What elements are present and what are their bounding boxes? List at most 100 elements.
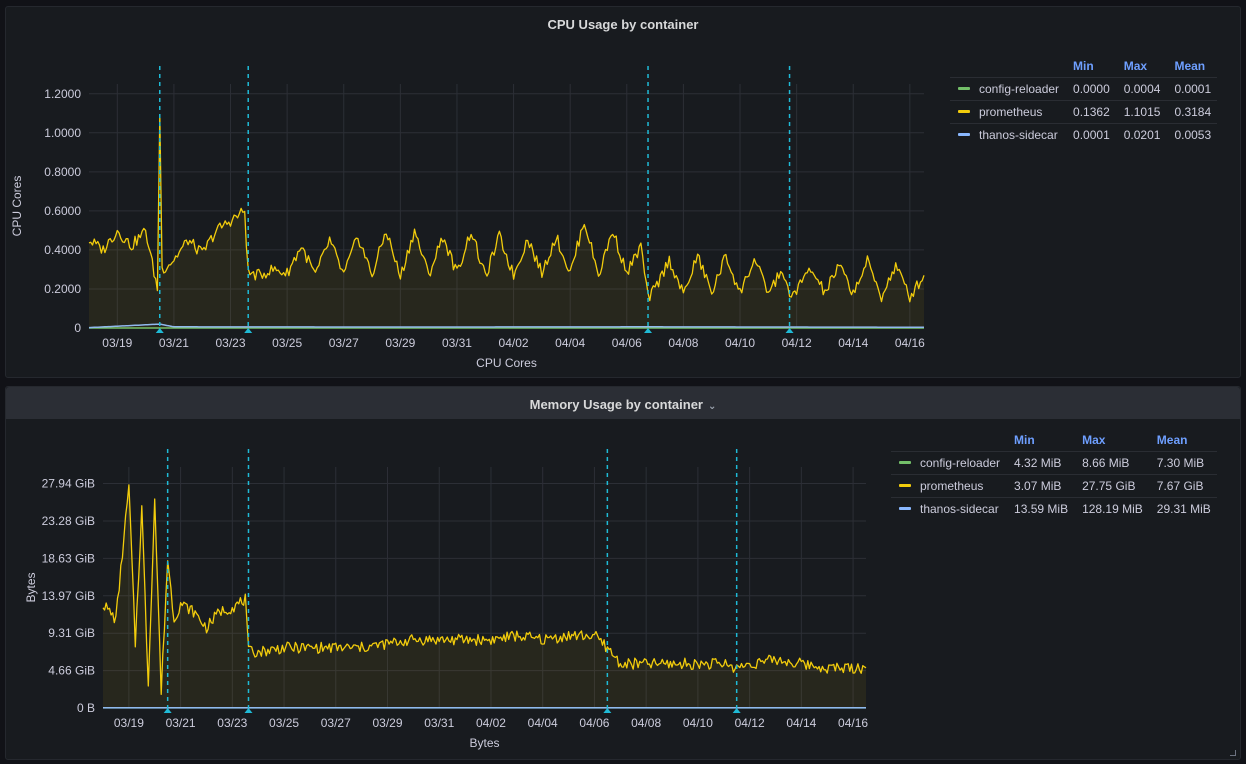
legend-min: 0.0000	[1065, 77, 1116, 101]
legend-series-name[interactable]: thanos-sidecar	[979, 128, 1058, 142]
memory-usage-panel: Memory Usage by container ⌄ Min Max Mean …	[5, 386, 1241, 760]
x-tick-label: 03/29	[385, 336, 415, 350]
x-tick-label: 03/31	[442, 336, 472, 350]
legend-min: 4.32 MiB	[1006, 451, 1075, 475]
legend-row-config-reloader[interactable]: config-reloader 4.32 MiB 8.66 MiB 7.30 M…	[891, 451, 1217, 475]
x-tick-label: 03/27	[329, 336, 359, 350]
cpu-usage-panel: CPU Usage by container Min Max Mean conf…	[5, 6, 1241, 378]
x-tick-label: 04/02	[499, 336, 529, 350]
y-tick-label: 9.31 GiB	[48, 626, 95, 640]
legend-series-name[interactable]: config-reloader	[920, 456, 1001, 470]
legend-series-name[interactable]: prometheus	[979, 105, 1043, 119]
annotation-marker	[155, 328, 164, 333]
y-tick-label: 13.97 GiB	[42, 589, 95, 603]
x-tick-label: 04/16	[895, 336, 925, 350]
series-swatch	[958, 133, 970, 137]
y-tick-label: 0.4000	[44, 243, 81, 257]
legend-min: 3.07 MiB	[1006, 474, 1075, 498]
x-tick-label: 04/14	[838, 336, 868, 350]
resize-handle[interactable]	[1230, 750, 1236, 756]
y-tick-label: 0.8000	[44, 165, 81, 179]
memory-panel-title[interactable]: Memory Usage by container	[529, 397, 703, 412]
y-axis-label: CPU Cores	[10, 176, 24, 237]
cpu-panel-title[interactable]: CPU Usage by container	[547, 17, 699, 32]
x-tick-label: 04/04	[528, 716, 558, 730]
legend-series-name[interactable]: config-reloader	[979, 82, 1060, 96]
x-tick-label: 04/06	[612, 336, 642, 350]
x-tick-label: 03/23	[216, 336, 246, 350]
x-tick-label: 03/31	[424, 716, 454, 730]
legend-min: 0.1362	[1065, 100, 1116, 124]
memory-legend: Min Max Mean config-reloader 4.32 MiB 8.…	[891, 429, 1217, 520]
y-axis-label: Bytes	[24, 572, 38, 602]
series-line-prometheus	[102, 484, 867, 696]
y-tick-label: 0	[74, 321, 81, 335]
x-axis-label: Bytes	[469, 736, 499, 750]
legend-mean: 0.0001	[1166, 77, 1218, 101]
x-tick-label: 03/25	[269, 716, 299, 730]
cpu-legend: Min Max Mean config-reloader 0.0000 0.00…	[950, 55, 1218, 146]
legend-header-mean[interactable]: Mean	[1156, 433, 1188, 447]
legend-row-prometheus[interactable]: prometheus 3.07 MiB 27.75 GiB 7.67 GiB	[891, 474, 1217, 498]
x-tick-label: 04/02	[476, 716, 506, 730]
series-swatch	[899, 461, 911, 465]
series-swatch	[899, 507, 911, 511]
legend-header-min[interactable]: Min	[1014, 433, 1035, 447]
annotation-marker	[244, 708, 253, 713]
x-tick-label: 04/08	[631, 716, 661, 730]
legend-mean: 29.31 MiB	[1148, 497, 1217, 520]
legend-header-max[interactable]: Max	[1123, 59, 1148, 73]
x-tick-label: 04/16	[838, 716, 868, 730]
legend-row-config-reloader[interactable]: config-reloader 0.0000 0.0004 0.0001	[950, 77, 1218, 101]
y-tick-label: 0.6000	[44, 204, 81, 218]
legend-header-mean[interactable]: Mean	[1174, 59, 1206, 73]
x-axis-label: CPU Cores	[476, 356, 537, 370]
legend-row-prometheus[interactable]: prometheus 0.1362 1.1015 0.3184	[950, 100, 1218, 124]
annotation-marker	[244, 328, 253, 333]
x-tick-label: 03/21	[159, 336, 189, 350]
x-tick-label: 04/14	[786, 716, 816, 730]
legend-mean: 7.67 GiB	[1148, 474, 1217, 498]
legend-max: 27.75 GiB	[1074, 474, 1149, 498]
legend-series-name[interactable]: thanos-sidecar	[920, 502, 999, 516]
legend-min: 0.0001	[1065, 123, 1116, 146]
x-tick-label: 03/19	[102, 336, 132, 350]
annotation-marker	[732, 708, 741, 713]
series-swatch	[958, 110, 970, 114]
legend-header-min[interactable]: Min	[1073, 59, 1094, 73]
legend-row-thanos-sidecar[interactable]: thanos-sidecar 0.0001 0.0201 0.0053	[950, 123, 1218, 146]
y-tick-label: 0 B	[77, 701, 95, 715]
legend-max: 128.19 MiB	[1074, 497, 1149, 520]
annotation-marker	[163, 708, 172, 713]
legend-series-name[interactable]: prometheus	[920, 479, 984, 493]
annotation-marker	[603, 708, 612, 713]
x-tick-label: 03/29	[372, 716, 402, 730]
annotation-marker	[785, 328, 794, 333]
x-tick-label: 04/12	[782, 336, 812, 350]
series-line-thanos-sidecar	[88, 323, 924, 329]
x-tick-label: 04/04	[555, 336, 585, 350]
legend-min: 13.59 MiB	[1006, 497, 1075, 520]
series-swatch	[958, 87, 970, 91]
y-tick-label: 18.63 GiB	[42, 551, 95, 565]
legend-row-thanos-sidecar[interactable]: thanos-sidecar 13.59 MiB 128.19 MiB 29.3…	[891, 497, 1217, 520]
x-tick-label: 04/12	[735, 716, 765, 730]
x-tick-label: 04/10	[683, 716, 713, 730]
x-tick-label: 03/25	[272, 336, 302, 350]
memory-panel-header[interactable]: Memory Usage by container ⌄	[6, 387, 1240, 419]
series-area-prometheus	[89, 114, 924, 328]
x-tick-label: 03/19	[114, 716, 144, 730]
legend-max: 1.1015	[1115, 100, 1167, 124]
chevron-down-icon[interactable]: ⌄	[708, 401, 717, 412]
legend-mean: 7.30 MiB	[1148, 451, 1217, 475]
y-tick-label: 0.2000	[44, 282, 81, 296]
legend-max: 0.0004	[1115, 77, 1167, 101]
legend-header-max[interactable]: Max	[1082, 433, 1106, 447]
y-tick-label: 23.28 GiB	[42, 514, 95, 528]
x-tick-label: 04/08	[668, 336, 698, 350]
series-swatch	[899, 484, 911, 488]
y-tick-label: 27.94 GiB	[42, 477, 95, 491]
cpu-usage-chart[interactable]: 0 0.2000 0.4000 0.6000 0.8000 1.0000 1.2000 03/…	[0, 0, 1246, 380]
legend-max: 0.0201	[1115, 123, 1167, 146]
